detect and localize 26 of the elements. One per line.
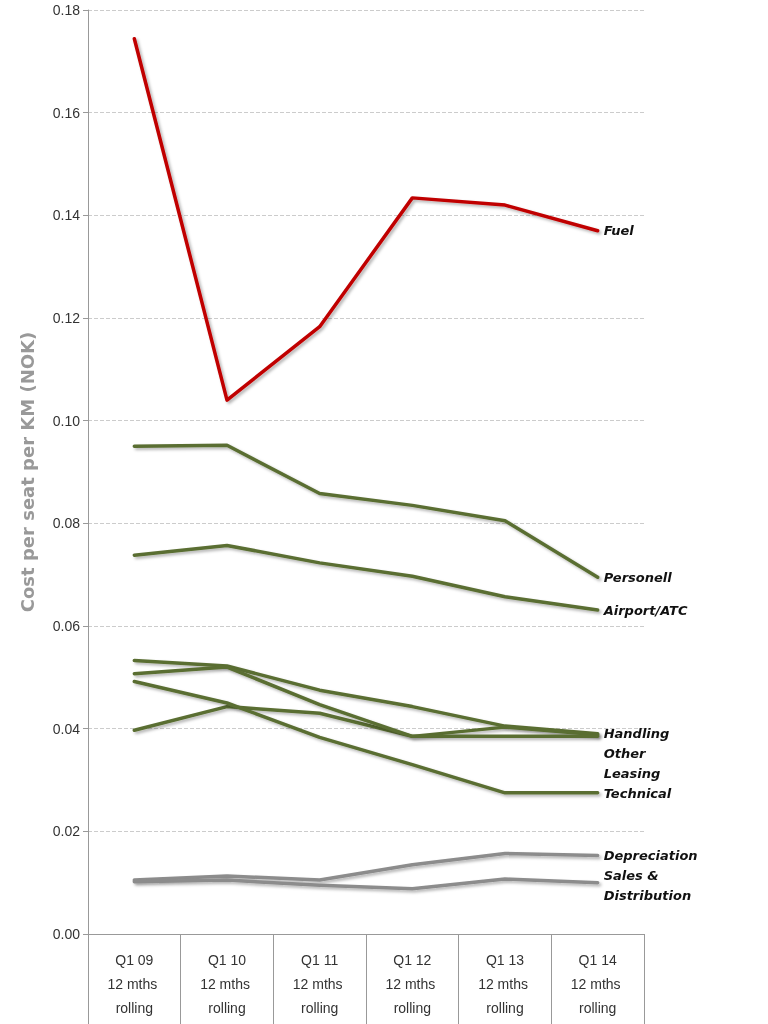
x-tick-label: Q1 13 12 mths rolling: [478, 952, 532, 1016]
series-label: Sales & Distribution: [603, 867, 692, 903]
text: Leasing: [603, 766, 661, 782]
y-tick-label: 0.02: [52, 823, 81, 840]
y-tick-label: 0.16: [52, 104, 81, 121]
x-tick-label: Q1 14 12 mths rolling: [570, 952, 625, 1016]
series-label: Depreciation: [603, 847, 698, 863]
y-axis-title: Cost per seat per KM (NOK): [16, 331, 38, 613]
series-label: Technical: [603, 786, 672, 802]
y-tick-label: 0.06: [52, 618, 81, 634]
y-tick-label: 0.04: [52, 720, 81, 737]
series-label: Fuel: [603, 223, 635, 239]
y-tick-label: 0.18: [52, 2, 81, 18]
y-tick-label: 0.00: [52, 926, 81, 942]
series-label: Other: [603, 746, 647, 762]
series-label: Handling: [603, 726, 670, 742]
x-tick-label: Q1 10 12 mths rolling: [200, 952, 254, 1016]
y-tick-label: 0.12: [52, 310, 81, 326]
y-tick-label: 0.10: [52, 412, 81, 429]
series-label: Personell: [603, 569, 673, 585]
x-tick-label: Q1 11 12 mths rolling: [292, 952, 347, 1016]
series-label: Airport/ATC: [602, 602, 688, 618]
y-tick-label: 0.08: [52, 515, 81, 532]
x-tick-label: Q1 09 12 mths rolling: [107, 952, 162, 1016]
x-tick-label: Q1 12 12 mths rolling: [385, 952, 440, 1016]
y-tick-label: 0.14: [52, 207, 81, 224]
